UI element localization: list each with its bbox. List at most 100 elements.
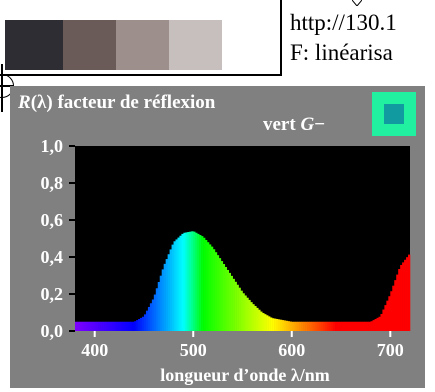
x-tick-label: 600 bbox=[278, 340, 305, 360]
spectrum-bar bbox=[142, 316, 145, 331]
spectrum-bar bbox=[279, 319, 283, 331]
spectrum-bar bbox=[138, 318, 141, 331]
swatch-dark bbox=[5, 20, 63, 70]
title-text: facteur de réflexion bbox=[53, 92, 216, 113]
spectrum-bar bbox=[201, 236, 204, 331]
swatch-brown bbox=[63, 20, 116, 70]
spectrum-bar bbox=[386, 300, 389, 331]
spectrum-bar bbox=[114, 321, 117, 331]
spectrum-bar bbox=[112, 321, 115, 331]
spectrum-bar bbox=[287, 321, 291, 331]
spectrum-bar bbox=[96, 321, 99, 331]
spectrum-bar bbox=[372, 320, 375, 331]
spectrum-bar bbox=[145, 310, 149, 331]
spectrum-bar bbox=[159, 275, 163, 331]
spectrum-bar bbox=[205, 239, 208, 331]
title-lambda: (λ) bbox=[31, 92, 53, 113]
spectrum-bar bbox=[305, 321, 308, 331]
spectrum-bar bbox=[398, 269, 401, 331]
spectrum-bar bbox=[370, 321, 373, 331]
spectrum-bar bbox=[329, 321, 332, 331]
spectrum-bar bbox=[92, 321, 96, 331]
spectrum-bar bbox=[272, 318, 275, 331]
spectrum-bar bbox=[75, 321, 78, 331]
spectrum-bar bbox=[236, 284, 239, 331]
spectrum-bar bbox=[203, 237, 206, 331]
spectrum-bar bbox=[118, 321, 121, 331]
spectrum-bar bbox=[297, 321, 300, 331]
spectrum-bar bbox=[293, 321, 297, 331]
spectrum-bar bbox=[252, 304, 255, 331]
y-tick-label: 0,4 bbox=[41, 247, 64, 267]
spectrum-bar bbox=[122, 321, 125, 331]
spectrum-bar bbox=[380, 313, 383, 331]
spectrum-bar bbox=[266, 315, 269, 331]
spectrum-bar bbox=[325, 321, 328, 331]
spectrum-bar bbox=[143, 314, 147, 331]
swatch-gray-brown bbox=[116, 20, 169, 70]
spectrum-bar bbox=[281, 320, 285, 331]
spectrum-bar bbox=[374, 318, 377, 331]
spectrum-bar bbox=[199, 234, 202, 331]
spectrum-bar bbox=[394, 280, 397, 332]
spectrum-bar bbox=[136, 320, 139, 331]
spectrum-bar bbox=[212, 249, 216, 331]
spectrum-bar bbox=[317, 321, 320, 331]
spectrum-bar bbox=[276, 318, 279, 331]
spectrum-bar bbox=[214, 252, 218, 331]
y-tick-label: 0,8 bbox=[41, 173, 64, 193]
spectrum-bar bbox=[171, 244, 174, 331]
spectrum-bar bbox=[234, 281, 237, 331]
spectrum-bar bbox=[250, 302, 253, 331]
spectrum-bar bbox=[307, 321, 310, 331]
spectrum-bar bbox=[346, 321, 350, 331]
spectrum-bar bbox=[228, 272, 231, 331]
spectrum-bar bbox=[98, 321, 101, 331]
spectrum-bar bbox=[132, 321, 135, 331]
spectrum-bar bbox=[285, 320, 289, 331]
spectrum-bar bbox=[406, 257, 409, 331]
spectrum-bar bbox=[358, 321, 362, 331]
spectrum-bar bbox=[185, 232, 188, 331]
spectrum-bar bbox=[268, 316, 271, 331]
spectrum-bar bbox=[177, 237, 180, 331]
spectrum-bar bbox=[362, 321, 365, 331]
spectrum-bar bbox=[230, 275, 233, 331]
chart-title-line2: vert G− bbox=[263, 114, 325, 135]
spectrum-bar bbox=[327, 321, 330, 331]
spectrum-bar bbox=[110, 321, 113, 331]
spectrum-bar bbox=[289, 321, 293, 331]
spectrum-bar bbox=[244, 295, 247, 331]
registration-line-horizontal bbox=[0, 85, 14, 87]
spectrum-bar bbox=[388, 296, 391, 331]
spectrum-bar bbox=[343, 321, 346, 331]
x-tick-label: 400 bbox=[81, 340, 108, 360]
color-sample-inner bbox=[384, 104, 404, 124]
spectrum-bar bbox=[262, 313, 265, 331]
spectrum-bar bbox=[404, 259, 407, 331]
spectrum-bar bbox=[248, 299, 251, 331]
spectrum-bars bbox=[75, 231, 411, 332]
spectrum-bar bbox=[299, 321, 302, 331]
registration-line-vertical bbox=[1, 64, 3, 112]
spectrum-bar bbox=[187, 232, 190, 331]
spectrum-bar bbox=[232, 278, 235, 331]
spectrum-bar bbox=[321, 321, 324, 331]
spectrum-bar bbox=[181, 233, 184, 332]
spectrum-bar bbox=[173, 241, 176, 331]
spectrum-bar bbox=[350, 321, 354, 331]
spectrum-bar bbox=[323, 321, 326, 331]
spectrum-bar bbox=[126, 321, 129, 331]
spectrum-bar bbox=[155, 288, 159, 331]
spectrum-bar bbox=[76, 321, 80, 331]
spectrum-bar bbox=[218, 258, 222, 331]
spectrum-bar bbox=[197, 233, 200, 332]
spectrum-bar bbox=[319, 321, 322, 331]
spectrum-bar bbox=[242, 293, 245, 331]
color-swatch-strip bbox=[0, 0, 282, 76]
url-text: http://130.1 bbox=[290, 10, 397, 35]
spectrum-bar bbox=[134, 321, 137, 331]
spectrum-bar bbox=[90, 321, 94, 331]
spectrum-bar bbox=[149, 303, 153, 331]
title-symbol-r: R bbox=[17, 92, 31, 113]
